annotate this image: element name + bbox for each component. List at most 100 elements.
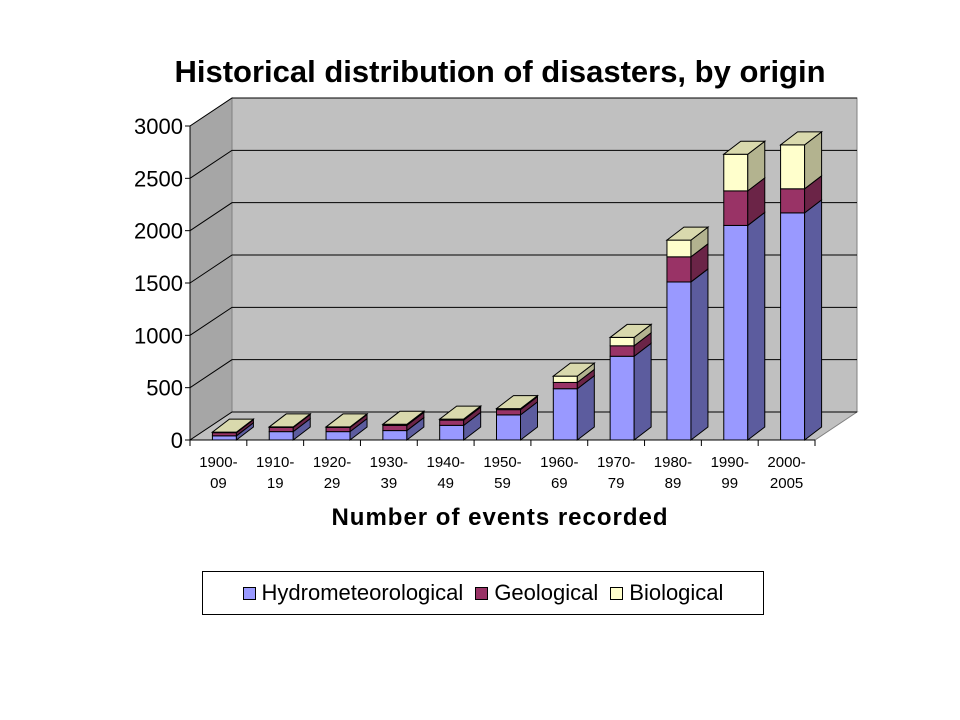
- x-tick-label: 59: [494, 475, 511, 492]
- bar-top: [438, 405, 483, 420]
- bar-front: [496, 409, 521, 416]
- bar-front: [552, 381, 578, 390]
- bar-biological-4: [438, 405, 483, 422]
- y-tick-label: 500: [146, 376, 183, 401]
- x-axis-title: Number of events recorded: [331, 504, 669, 531]
- legend-swatch-geological: [475, 586, 489, 600]
- gridline: [189, 149, 857, 179]
- bar-front: [268, 431, 294, 441]
- bar-biological-7: [608, 323, 653, 347]
- x-tick-label: 1940-: [426, 454, 464, 471]
- legend-item-biological: Biological: [610, 580, 723, 606]
- y-axis-ticks: 0 500 1000 1500 2000 2500 3000: [134, 114, 191, 453]
- x-tick-label: 1970-: [597, 454, 635, 471]
- bar-front: [552, 388, 578, 441]
- legend-item-hydrometeorological: Hydrometeorological: [242, 580, 464, 606]
- bar-side: [690, 267, 709, 442]
- x-tick-label: 99: [721, 475, 738, 492]
- y-tick-label: 1000: [134, 323, 183, 348]
- x-tick-label: 1950-: [483, 454, 521, 471]
- x-tick-label: 1990-: [711, 454, 749, 471]
- x-tick-label: 2000-: [767, 454, 805, 471]
- chart-title: Historical distribution of disasters, by…: [174, 54, 826, 89]
- bar-top: [551, 362, 596, 377]
- x-tick-label: 1930-: [370, 454, 408, 471]
- x-tick-label: 1910-: [256, 454, 294, 471]
- bar-front: [780, 188, 806, 214]
- y-tick-label: 2500: [134, 166, 183, 191]
- x-tick-label: 49: [437, 475, 454, 492]
- bar-biological-6: [551, 362, 596, 384]
- bar-side: [633, 342, 652, 442]
- bar-top: [495, 395, 539, 410]
- bar-biological-3: [381, 410, 426, 427]
- x-tick-label: 1960-: [540, 454, 578, 471]
- legend-label-biological: Biological: [629, 580, 724, 605]
- bar-hydrometeorological-10: [780, 198, 823, 442]
- gridline: [189, 254, 857, 284]
- bar-biological-9: [722, 140, 767, 192]
- bar-top: [722, 140, 767, 155]
- bar-front: [325, 431, 351, 441]
- bar-front: [780, 144, 806, 190]
- x-tick-label: 89: [665, 475, 682, 492]
- bar-top: [210, 418, 255, 433]
- bar-geological-8: [666, 242, 709, 283]
- bar-side: [804, 198, 823, 442]
- gridline: [189, 202, 857, 232]
- legend-label-geological: Geological: [494, 580, 599, 605]
- bar-front: [666, 281, 692, 441]
- bar-front: [268, 426, 294, 433]
- y-tick-label: 3000: [134, 114, 183, 139]
- bar-front: [211, 435, 237, 441]
- legend: Hydrometeorological Geological Biologica…: [202, 571, 764, 615]
- bar-hydrometeorological-6: [552, 374, 595, 442]
- bar-top: [608, 323, 653, 338]
- bar-biological-10: [779, 130, 824, 190]
- bar-front: [666, 256, 692, 283]
- bar-side: [747, 211, 766, 442]
- bar-front: [666, 239, 692, 258]
- bar-front: [609, 345, 635, 357]
- bar-biological-8: [665, 226, 710, 258]
- legend-item-geological: Geological: [475, 580, 598, 606]
- bar-front: [780, 212, 806, 441]
- bar-front: [552, 375, 578, 383]
- bars: [210, 130, 824, 442]
- x-tick-label: 1980-: [654, 454, 692, 471]
- bar-hydrometeorological-4: [439, 411, 482, 442]
- bar-front: [496, 414, 521, 441]
- bar-biological-1: [267, 412, 312, 429]
- y-tick-label: 1500: [134, 271, 183, 296]
- bar-front: [382, 430, 408, 441]
- gridline: [189, 97, 857, 127]
- x-tick-label: 1900-: [199, 454, 237, 471]
- legend-swatch-hydrometeorological: [242, 586, 256, 600]
- x-axis-ticks: 1900- 09 1910- 19 1920- 29 1930- 39 1940- 49 1950-…: [189, 439, 816, 492]
- bar-hydrometeorological-9: [723, 211, 766, 442]
- bar-biological-5: [495, 394, 539, 411]
- gridline: [189, 306, 857, 336]
- bar-front: [382, 424, 408, 432]
- legend-swatch-biological: [610, 586, 624, 600]
- bar-top: [779, 131, 824, 146]
- bar-front: [609, 355, 635, 441]
- bar-top: [267, 413, 312, 428]
- y-tick-label: 0: [171, 428, 183, 453]
- bar-front: [325, 426, 351, 433]
- x-tick-label: 69: [551, 475, 568, 492]
- x-tick-label: 39: [381, 475, 398, 492]
- bar-front: [723, 224, 749, 441]
- bar-hydrometeorological-8: [666, 267, 709, 442]
- bar-front: [439, 424, 465, 441]
- bar-hydrometeorological-7: [609, 342, 652, 442]
- legend-label-hydrometeorological: Hydrometeorological: [261, 580, 464, 605]
- bar-top: [665, 226, 710, 241]
- bar-front: [609, 336, 635, 347]
- bar-geological-10: [780, 174, 823, 214]
- bar-top: [381, 410, 426, 425]
- x-tick-label: 19: [267, 475, 284, 492]
- x-tick-label: 1920-: [313, 454, 351, 471]
- x-tick-label: 79: [608, 475, 625, 492]
